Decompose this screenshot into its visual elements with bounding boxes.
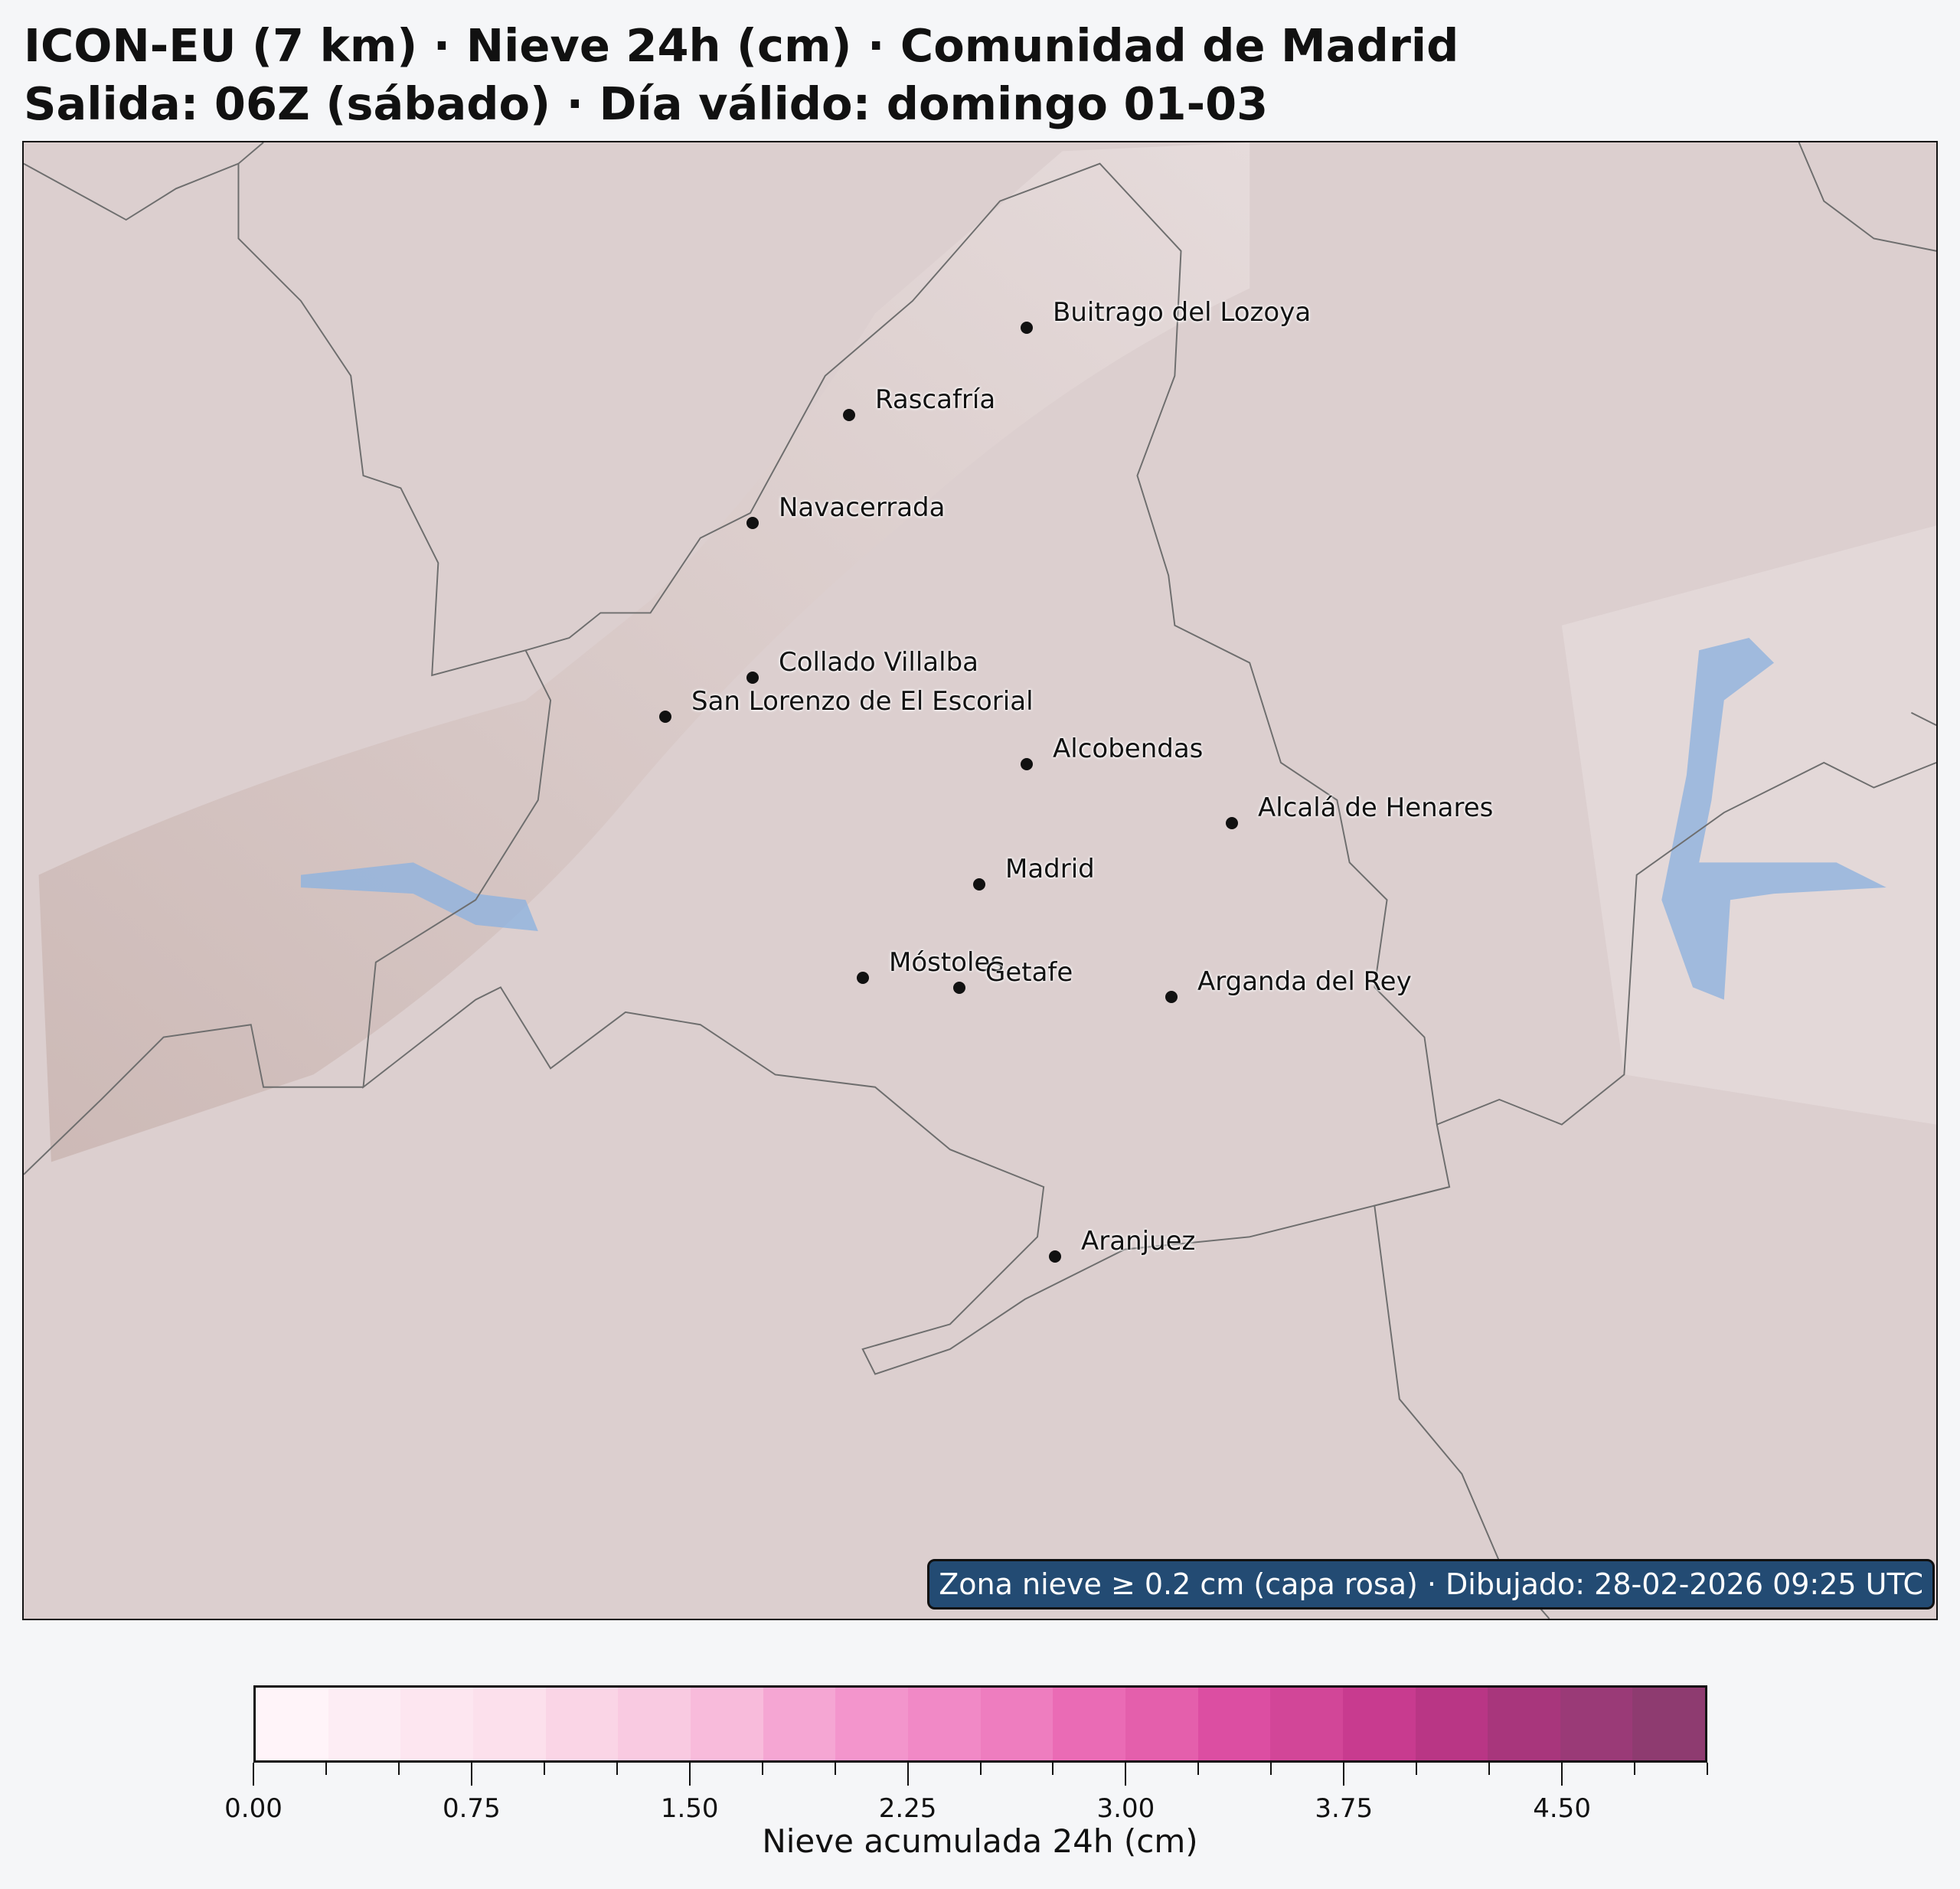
colorbar-tick [1561, 1763, 1563, 1786]
colorbar-tick-label: 0.75 [442, 1793, 501, 1824]
city-label: Alcalá de Henares [1258, 793, 1494, 823]
colorbar-tick [1343, 1763, 1345, 1786]
colorbar-tick [1125, 1763, 1127, 1786]
colorbar-tick [397, 1763, 400, 1775]
city-label: San Lorenzo de El Escorial [691, 686, 1034, 717]
colorbar-tick-label: 3.75 [1315, 1793, 1374, 1824]
colorbar-label: Nieve acumulada 24h (cm) [762, 1822, 1198, 1860]
city-label: Getafe [985, 957, 1073, 988]
colorbar-bin [328, 1688, 401, 1760]
city-dot-icon [1021, 322, 1033, 334]
city-label: Rascafría [875, 384, 996, 415]
colorbar-bin [907, 1688, 981, 1760]
colorbar-bin [545, 1688, 619, 1760]
colorbar [253, 1685, 1707, 1763]
colorbar-bin [472, 1688, 546, 1760]
colorbar-bin [1197, 1688, 1271, 1760]
colorbar-tick [1197, 1763, 1200, 1775]
colorbar-tick-label: 4.50 [1533, 1793, 1591, 1824]
colorbar-bin [1125, 1688, 1198, 1760]
province-border [24, 1024, 364, 1175]
city-label: Madrid [1005, 854, 1095, 884]
city-dot-icon [857, 972, 869, 984]
colorbar-tick [1416, 1763, 1418, 1775]
info-badge: Zona nieve ≥ 0.2 cm (capa rosa) · Dibuja… [927, 1559, 1935, 1610]
city-dot-icon [746, 517, 759, 529]
city-label: Móstoles [889, 947, 1004, 978]
reservoir [1661, 638, 1886, 1000]
colorbar-tick [470, 1763, 472, 1786]
city-label: Aranjuez [1081, 1226, 1196, 1257]
city-dot-icon [746, 672, 759, 684]
colorbar-tick [979, 1763, 982, 1775]
colorbar-tick [253, 1763, 254, 1786]
colorbar-tick [1707, 1763, 1708, 1775]
colorbar-tick [543, 1763, 545, 1775]
colorbar-bin [835, 1688, 908, 1760]
city-dot-icon [1226, 817, 1238, 829]
colorbar-tick-label: 0.00 [224, 1793, 283, 1824]
colorbar-tick-label: 2.25 [878, 1793, 937, 1824]
colorbar-tick [325, 1763, 327, 1775]
city-dot-icon [843, 409, 855, 421]
colorbar-bin [256, 1688, 328, 1760]
reservoir [300, 862, 538, 932]
colorbar-tick [1634, 1763, 1636, 1775]
colorbar-bin [400, 1688, 473, 1760]
city-label: Collado Villalba [779, 647, 979, 678]
colorbar-tick [1052, 1763, 1054, 1775]
colorbar-tick [906, 1763, 909, 1786]
colorbar-bin [690, 1688, 763, 1760]
colorbar-bin [1270, 1688, 1343, 1760]
map-subtitle: Salida: 06Z (sábado) · Día válido: domin… [24, 77, 1269, 130]
colorbar-bin [1488, 1688, 1560, 1760]
colorbar-tick [761, 1763, 763, 1775]
city-dot-icon [659, 711, 671, 723]
colorbar-tick [688, 1763, 691, 1786]
map-panel: Buitrago del Lozoya Rascafría Navacerrada C… [22, 141, 1938, 1620]
city-label: Arganda del Rey [1197, 966, 1412, 997]
colorbar-bin [1632, 1688, 1706, 1760]
colorbar-tick-label: 3.00 [1096, 1793, 1155, 1824]
colorbar-ticks: 0.00 0.75 1.50 2.25 3.00 3.75 4.50 [224, 1763, 1708, 1824]
city-label: Alcobendas [1053, 734, 1204, 764]
city-label: Navacerrada [779, 492, 946, 523]
colorbar-tick [616, 1763, 618, 1775]
city-dot-icon [953, 982, 965, 994]
colorbar-bin [980, 1688, 1054, 1760]
colorbar-tick-label: 1.50 [660, 1793, 719, 1824]
mountain-range [38, 142, 1250, 1162]
city-dot-icon [1021, 758, 1033, 770]
province-border [1798, 142, 1936, 726]
colorbar-bin [618, 1688, 691, 1760]
city-dot-icon [1165, 991, 1178, 1003]
city-dot-icon [1049, 1250, 1061, 1263]
city-dot-icon [973, 878, 985, 891]
colorbar-bin [1415, 1688, 1488, 1760]
region-border [362, 162, 1451, 1375]
colorbar-bin [1342, 1688, 1416, 1760]
colorbar-bin [1053, 1688, 1125, 1760]
colorbar-tick [1270, 1763, 1272, 1775]
colorbar-bin [1560, 1688, 1633, 1760]
map-title: ICON-EU (7 km) · Nieve 24h (cm) · Comuni… [24, 19, 1459, 72]
city-label: Buitrago del Lozoya [1053, 297, 1312, 328]
terrain-layer [24, 142, 1936, 1619]
province-border [24, 142, 526, 677]
colorbar-tick [1488, 1763, 1491, 1775]
colorbar-bin [763, 1688, 836, 1760]
mountain-range [1561, 525, 1936, 1125]
colorbar-tick [834, 1763, 836, 1775]
